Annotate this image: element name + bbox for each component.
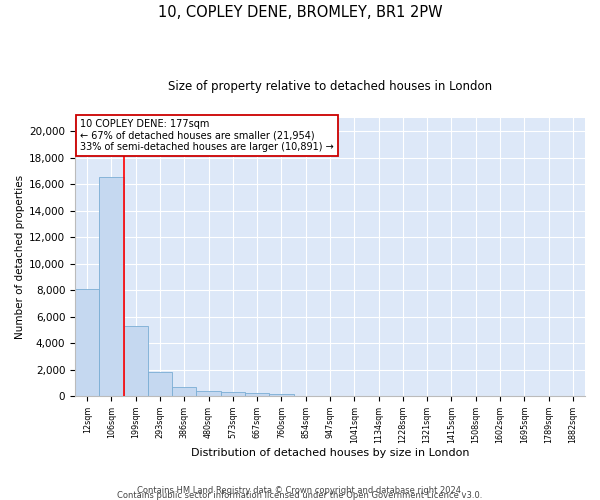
Bar (124, 326, 148, 396)
Text: Contains HM Land Registry data © Crown copyright and database right 2024.: Contains HM Land Registry data © Crown c… (137, 486, 463, 495)
Bar (221, 392, 245, 396)
Y-axis label: Number of detached properties: Number of detached properties (15, 175, 25, 339)
X-axis label: Distribution of detached houses by size in London: Distribution of detached houses by size … (191, 448, 469, 458)
Bar (269, 394, 293, 396)
Bar (75, 289, 99, 396)
Text: 10, COPLEY DENE, BROMLEY, BR1 2PW: 10, COPLEY DENE, BROMLEY, BR1 2PW (158, 5, 442, 20)
Bar (172, 387, 196, 396)
Bar (148, 372, 172, 396)
Bar (196, 391, 221, 396)
Bar (99, 178, 124, 396)
Bar (245, 394, 269, 396)
Title: Size of property relative to detached houses in London: Size of property relative to detached ho… (168, 80, 492, 93)
Text: Contains public sector information licensed under the Open Government Licence v3: Contains public sector information licen… (118, 491, 482, 500)
Text: 10 COPLEY DENE: 177sqm
← 67% of detached houses are smaller (21,954)
33% of semi: 10 COPLEY DENE: 177sqm ← 67% of detached… (80, 119, 334, 152)
